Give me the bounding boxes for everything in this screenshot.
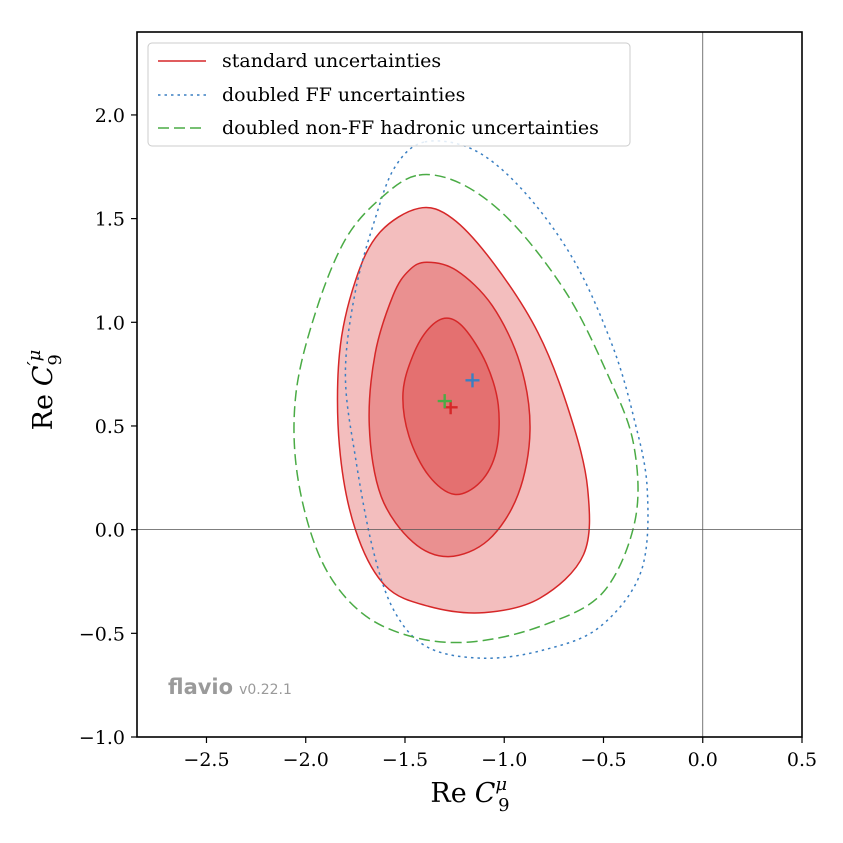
y-label-sub: 9	[45, 354, 66, 365]
y-axis-label: Re C′μ9	[24, 350, 66, 431]
x-label-symbol: C	[475, 778, 496, 809]
legend-label-doubled-nonff: doubled non-FF hadronic uncertainties	[222, 117, 599, 139]
best-fit-marker-0	[443, 400, 458, 415]
best-fit-marker-2	[437, 394, 452, 409]
legend-label-standard: standard uncertainties	[222, 50, 441, 72]
legend: standard uncertainties doubled FF uncert…	[147, 42, 631, 147]
y-tick-label: −0.5	[79, 623, 125, 645]
y-tick-label: −1.0	[79, 727, 125, 749]
contour-fill-0-3σ	[337, 207, 590, 613]
x-label-sub: 9	[498, 795, 509, 816]
contour-line-0-1σ	[402, 317, 500, 496]
x-label-re: Re	[430, 778, 466, 809]
best-fit-markers	[437, 373, 480, 415]
watermark-name: flavio	[168, 675, 233, 699]
contour-line-0-3σ	[336, 206, 591, 614]
contour-line-2-3σ	[293, 173, 639, 644]
y-tick-label: 0.0	[95, 520, 125, 542]
axes-frame	[136, 31, 803, 738]
x-axis-label: Re Cμ 9	[430, 774, 509, 816]
y-label-symbol: C	[28, 365, 59, 386]
x-tick-label: −1.0	[481, 749, 527, 771]
axis-ticks: −2.5 −2.0 −1.5 −1.0 −0.5 0.0 0.5 −1.0 −0.5 0.0 0.5…	[79, 105, 817, 771]
watermark-version: v0.22.1	[239, 682, 292, 698]
y-tick-label: 2.0	[95, 105, 125, 127]
legend-box	[147, 42, 631, 147]
best-fit-marker-1	[465, 373, 480, 388]
x-tick-label: −0.5	[580, 749, 626, 771]
y-tick-label: 0.5	[95, 416, 125, 438]
x-tick-label: 0.0	[688, 749, 718, 771]
x-tick-label: 0.5	[787, 749, 817, 771]
reference-lines	[137, 32, 802, 737]
flavio-watermark: flavio v0.22.1	[168, 675, 292, 699]
x-label-sup: μ	[495, 774, 507, 795]
x-tick-label: −2.0	[283, 749, 329, 771]
legend-label-doubled-ff: doubled FF uncertainties	[222, 84, 465, 106]
x-tick-label: −2.5	[183, 749, 229, 771]
x-tick-label: −1.5	[382, 749, 428, 771]
y-tick-label: 1.0	[95, 312, 125, 334]
y-label-re: Re	[28, 394, 59, 430]
contour-line-0-2σ	[368, 261, 531, 558]
y-tick-label: 1.5	[95, 209, 125, 231]
y-label-sup: ′μ	[24, 350, 45, 366]
